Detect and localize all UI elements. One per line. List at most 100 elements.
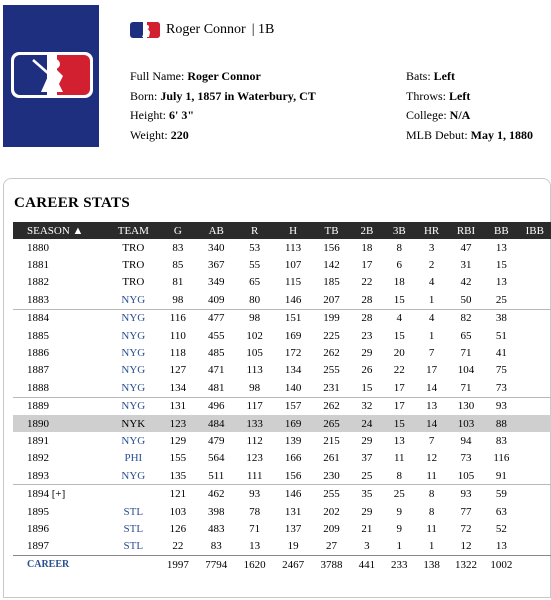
stat-cell: 93 — [447, 484, 485, 503]
stat-cell: 18 — [393, 276, 405, 289]
team-link[interactable]: PHI — [124, 452, 143, 465]
sort-season-header[interactable]: SEASON ▲ — [13, 222, 109, 239]
team-link[interactable]: NYG — [108, 308, 159, 327]
born-value: July 1, 1857 in Waterbury, CT — [160, 88, 316, 103]
stat-cell: 477 — [197, 308, 236, 327]
column-header-bb[interactable]: BB — [484, 222, 519, 239]
total-cell: 138 — [415, 555, 448, 574]
stat-cell: 11 — [426, 522, 437, 535]
stat-cell: 75 — [495, 364, 507, 377]
stat-cell: 2 — [428, 259, 435, 272]
column-header-h[interactable]: H — [273, 222, 313, 239]
season-cell: 1892 — [27, 452, 49, 465]
player-info-right: Bats: Left Throws: Left College: N/A MLB… — [406, 67, 533, 145]
stat-cell: 130 — [447, 396, 485, 415]
stat-cell: 19 — [287, 540, 299, 553]
column-header-2b[interactable]: 2B — [350, 222, 384, 239]
table-header-row: SEASON ▲ TEAM G AB R H TB 2B 3B HR RBI BB IBB — [13, 222, 551, 239]
stat-cell: 25 — [361, 469, 373, 482]
stat-cell: 26 — [361, 364, 373, 377]
season-cell: 1891 — [27, 434, 49, 447]
team-link[interactable]: NYG — [121, 364, 146, 377]
stat-cell: 409 — [207, 293, 225, 306]
stat-cell: 134 — [169, 381, 187, 394]
expand-season-toggle[interactable]: 1894 [+] — [13, 484, 109, 503]
team-link[interactable]: NYG — [121, 293, 146, 306]
table-row: 1888 NYG 134 481 98 140 231 15 17 14 71 73 — [13, 379, 551, 397]
stat-cell: 261 — [323, 452, 340, 465]
column-header-team[interactable]: TEAM — [108, 222, 159, 239]
stat-cell: 81 — [172, 276, 184, 289]
stat-cell: 115 — [285, 276, 302, 289]
team-link[interactable]: STL — [123, 505, 144, 518]
season-cell: 1895 — [27, 505, 49, 518]
column-header-3b[interactable]: 3B — [383, 222, 416, 239]
mlb-mini-logo-icon — [130, 22, 160, 38]
table-row: 1881 TRO 85 367 55 107 142 17 6 2 31 15 — [13, 256, 551, 273]
stat-cell: 14 — [426, 381, 438, 394]
stat-cell: 23 — [361, 329, 373, 342]
team-link[interactable]: NYG — [121, 381, 146, 394]
total-cell: 7794 — [197, 555, 236, 574]
column-header-ibb[interactable]: IBB — [518, 222, 551, 239]
column-header-g[interactable]: G — [158, 222, 198, 239]
stat-cell: 230 — [323, 469, 340, 482]
mlb-logo-icon — [11, 52, 93, 98]
stat-cell: 59 — [484, 484, 519, 503]
stat-cell: 83 — [495, 434, 507, 447]
stat-cell: 110 — [169, 329, 186, 342]
stat-cell: 15 — [383, 414, 416, 433]
full-name-label: Full Name: — [130, 69, 185, 83]
stat-cell: 107 — [284, 259, 302, 272]
column-header-rbi[interactable]: RBI — [447, 222, 485, 239]
team-link[interactable]: STL — [123, 540, 144, 553]
stat-cell — [519, 291, 551, 309]
stat-cell: 1 — [428, 329, 435, 342]
stat-cell: 255 — [323, 364, 340, 377]
stat-cell — [519, 274, 551, 291]
team-link[interactable]: NYG — [121, 469, 146, 482]
stat-cell: 77 — [460, 505, 472, 518]
stat-cell: 15 — [393, 293, 405, 306]
stat-cell: 29 — [361, 434, 373, 447]
stat-cell: 73 — [495, 381, 507, 394]
stat-cell: 28 — [350, 308, 384, 327]
column-header-r[interactable]: R — [235, 222, 274, 239]
season-cell: 1883 — [27, 293, 49, 306]
stat-cell: 485 — [207, 347, 225, 360]
height-label: Height: — [130, 108, 166, 122]
column-header-ab[interactable]: AB — [197, 222, 236, 239]
stat-cell: 12 — [460, 540, 472, 553]
stat-cell: 65 — [460, 329, 472, 342]
team-link[interactable]: NYG — [108, 396, 159, 415]
team-link[interactable]: NYG — [121, 434, 146, 447]
total-cell: 1322 — [447, 555, 485, 574]
stat-cell: 8 — [415, 484, 448, 503]
stat-cell: 146 — [273, 484, 313, 503]
total-cell — [108, 555, 159, 574]
season-cell: 1888 — [27, 381, 49, 394]
stat-cell: 15 — [495, 259, 507, 272]
season-cell: 1880 — [27, 241, 49, 254]
stat-cell: 3 — [364, 540, 370, 553]
team-link[interactable]: NYG — [121, 347, 146, 360]
table-row: 1886 NYG 118 485 105 172 262 29 20 7 71 41 — [13, 344, 551, 361]
stat-cell: 9 — [396, 522, 403, 535]
team-link[interactable]: STL — [123, 522, 144, 535]
season-cell: 1881 — [27, 259, 49, 272]
stat-cell: 17 — [426, 364, 438, 377]
stat-cell: 102 — [246, 329, 263, 342]
total-cell — [518, 555, 551, 574]
throws-label: Throws: — [406, 88, 446, 103]
stat-cell: 113 — [246, 364, 263, 377]
total-cell: 1997 — [158, 555, 198, 574]
throws-value: Left — [449, 88, 471, 103]
stat-cell: 117 — [235, 396, 274, 415]
total-cell: 1002 — [484, 555, 519, 574]
stat-cell: 116 — [158, 308, 198, 327]
column-header-tb[interactable]: TB — [312, 222, 351, 239]
stat-cell: 155 — [169, 452, 187, 465]
stat-cell: 7 — [428, 347, 435, 360]
team-link[interactable]: NYG — [121, 329, 146, 342]
column-header-hr[interactable]: HR — [415, 222, 448, 239]
